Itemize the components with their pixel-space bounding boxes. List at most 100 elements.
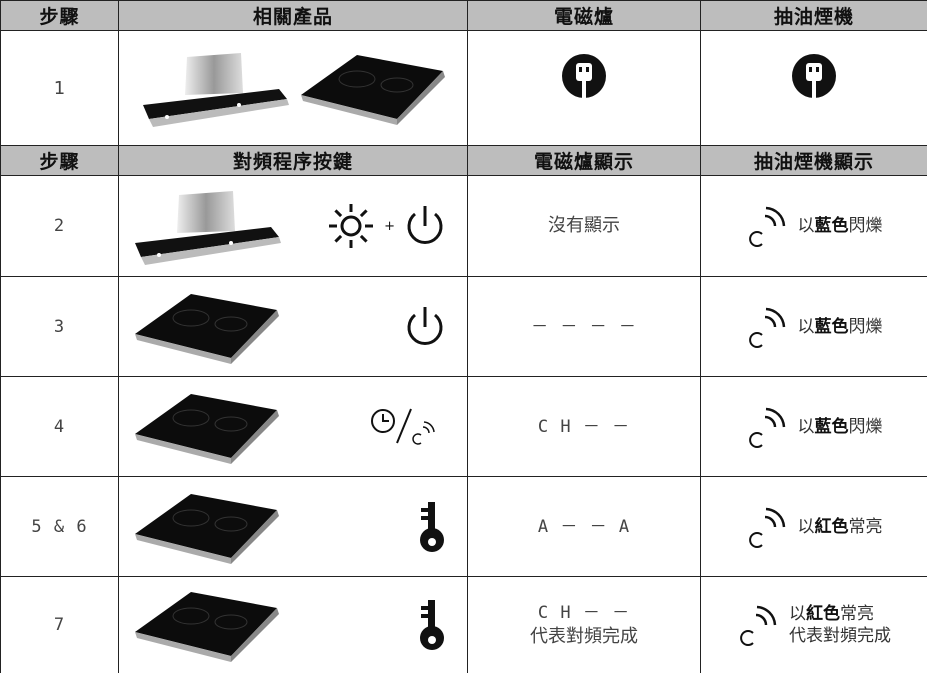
header-cell: 對頻程序按鍵 [118,145,468,176]
icon-part [135,333,231,364]
header-row: 步驟 對頻程序按鍵 電磁爐顯示 抽油煙機顯示 [0,145,927,176]
icon-part [214,316,248,331]
buttons: + [120,187,467,265]
hood-line: 以紅色常亮 [789,603,891,625]
hood-display-cell: 以紅色常亮 代表對頻完成 [700,576,927,673]
step-cell: 2 [0,175,119,277]
hob-display-text: 代表對頻完成 [530,625,638,647]
hob-image [135,293,279,364]
hood-display-cell: 以藍色閃爍 [700,376,927,477]
hood-display: 以藍色閃爍 [702,204,927,248]
icon-part [141,237,281,265]
hob-display-cell: A － － A [467,476,701,577]
hood-line: 以紅色常亮 [798,516,883,538]
icon-part [301,95,397,125]
buttons-cell [118,276,468,377]
icon-part [748,431,763,448]
hood-display-text: 以藍色閃爍 [798,416,883,438]
icon-part [301,55,443,119]
icon-part [157,253,161,257]
icon-part [229,241,233,245]
icon-part [576,62,592,81]
icon-part [231,409,279,464]
text: 閃爍 [848,316,883,337]
icon-part [172,509,210,526]
header-cell: 步驟 [0,145,119,176]
plug-icon [792,53,836,121]
buttons-cell: + [118,175,468,277]
light-button-icon [329,204,374,248]
icon-part [214,416,248,431]
power-button-icon [407,306,443,345]
timer-wifi-icon [371,408,435,445]
icon-part [172,607,210,625]
hob-image [135,493,279,564]
icon-part [748,331,763,348]
button-group: + [326,201,447,251]
icon-part [135,227,279,257]
icon-part [755,605,777,625]
icon-part [135,591,277,656]
row: 5 & 6 A － － A 以紅色常亮 [0,476,927,577]
wifi-icon [748,507,785,548]
hob-image [135,393,279,464]
wifi-icon [740,605,777,646]
icon-part [748,531,763,548]
step-cell: 5 & 6 [0,476,119,577]
icon-part [397,71,445,125]
buttons [120,388,467,466]
text-bold: 藍色 [814,316,849,337]
row: 1 [0,30,927,146]
icon-part [371,408,395,433]
hob-display-text: A － － A [537,516,631,537]
hob-cell [467,30,701,146]
icon-part [135,433,231,464]
header-cell: 電磁爐 [467,0,701,31]
text: 以 [797,316,815,337]
buttons [120,288,467,366]
hood-display-text: 以紅色常亮 [798,516,883,538]
icon-part [748,231,763,247]
text: 閃爍 [848,416,883,437]
icon-part [407,212,443,244]
icon-part [359,234,368,243]
icon-part [764,407,785,427]
step-cell: 4 [0,376,119,477]
buttons-cell [118,476,468,577]
icon-part [165,115,169,119]
icon-part [177,191,235,233]
wifi-icon [748,206,785,247]
products [120,49,467,127]
header-cell: 電磁爐顯示 [467,145,701,176]
icon-part [812,80,816,121]
header-cell: 相關產品 [118,0,468,31]
button-group [403,303,447,351]
icon-part [809,66,812,72]
key-button-icon [420,501,444,552]
power-button-icon [407,206,443,244]
hob-display-cell: C H － － [467,376,701,477]
hood-line: 以藍色閃爍 [798,215,883,237]
hob-image [135,591,279,662]
icon-part [231,309,279,364]
button-group [417,598,447,652]
header-cell: 抽油煙機 [700,0,927,31]
text: 以 [797,516,815,537]
icon-part [382,413,389,422]
hood-image [135,191,281,265]
buttons-cell [118,376,468,477]
hood-cell [700,30,927,146]
hood-display-cell: 以紅色常亮 [700,476,927,577]
icon-part [428,635,436,644]
icon-part [135,393,277,458]
icon-part [172,309,210,326]
hood-line: 以藍色閃爍 [798,416,883,438]
icon-part [135,631,231,662]
text: 閃爍 [848,216,883,236]
icon-part [359,209,368,218]
icon-part [816,66,819,72]
icon-part [764,307,785,327]
text-bold: 紅色 [814,516,849,537]
icon-part [214,614,248,630]
